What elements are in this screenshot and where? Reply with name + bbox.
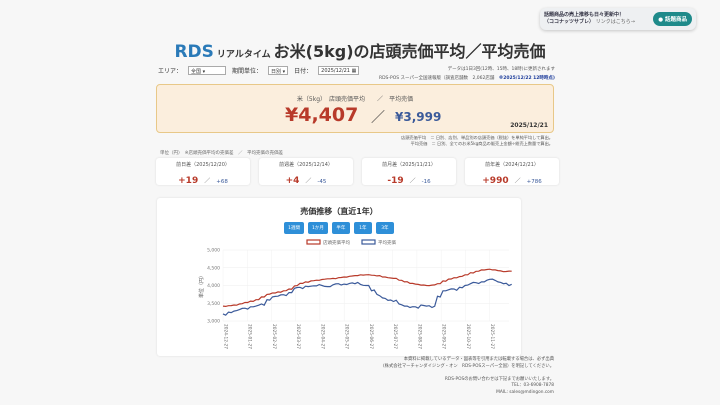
chart-title: 売価推移（直近1年） bbox=[300, 207, 378, 216]
x-tick-label: 2025-11-27 bbox=[489, 324, 495, 349]
range-1month-button[interactable]: 1か月 bbox=[308, 222, 328, 234]
trending-products-button[interactable]: ● 話題商品 bbox=[653, 12, 692, 26]
brand-logo: RDS bbox=[174, 42, 214, 62]
range-buttons: 1週間 1か月 半年 1年 3年 bbox=[157, 222, 521, 234]
x-tick-label: 2025-08-27 bbox=[416, 324, 422, 349]
range-half-year-button[interactable]: 半年 bbox=[331, 222, 350, 234]
price-chart-panel: 売価推移（直近1年） 1週間 1か月 半年 1年 3年 3,000 3,500 4,… bbox=[157, 198, 521, 356]
x-tick-label: 2025-03-27 bbox=[295, 324, 301, 349]
diff-cards: 前日差（2025/12/20） +19 ／ +68 前週差（2025/12/14） +4… bbox=[156, 158, 559, 186]
x-tick-label: 2025-09-27 bbox=[441, 324, 447, 349]
series-line-0 bbox=[222, 268, 512, 308]
promo-banner[interactable]: 話題商品の売上推移も日々更新中！ （ココナッツサブレ） リンクはこちら→ ● 話題… bbox=[540, 8, 696, 30]
y-axis-label: 単位（円） bbox=[198, 273, 205, 298]
legend-swatch bbox=[306, 239, 321, 245]
current-price-panel: 米（5kg） 店頭売価平均 ／ 平均売価 ¥4,407 ／ ¥3,999 202… bbox=[156, 84, 554, 133]
y-tick-label: 4,500 bbox=[207, 265, 220, 271]
x-tick-label: 2025-10-27 bbox=[465, 324, 471, 349]
y-tick-label: 3,000 bbox=[207, 319, 220, 325]
y-tick-label: 5,000 bbox=[207, 248, 220, 254]
x-tick-label: 2025-07-27 bbox=[392, 324, 398, 349]
series-line-1 bbox=[222, 278, 512, 316]
promo-text[interactable]: 話題商品の売上推移も日々更新中！ （ココナッツサブレ） リンクはこちら→ bbox=[544, 12, 635, 25]
filter-controls: エリア： 全国 ▾ 期間単位： 日別 ▾ 日付： 2025/12/21 ▦ bbox=[158, 66, 360, 75]
range-1week-button[interactable]: 1週間 bbox=[284, 222, 304, 234]
x-tick-label: 2025-01-27 bbox=[247, 324, 253, 349]
area-select[interactable]: 全国 ▾ bbox=[188, 66, 227, 75]
diff-card-year: 前年差（2024/12/21） +990 ／ +786 bbox=[465, 158, 559, 186]
y-tick-label: 3,500 bbox=[207, 301, 220, 307]
diff-card-month: 前月差（2025/11/21） -19 ／ -16 bbox=[362, 158, 456, 186]
price-date: 2025/12/21 bbox=[510, 122, 548, 129]
legend-label: 平均売価 bbox=[378, 239, 396, 246]
source-note: RDS-POS スーパー全国速報版（調査店舗数 2,062店舗 ※2025/12… bbox=[378, 76, 555, 81]
legend-swatch bbox=[361, 239, 376, 245]
definitions: 店頭売価平均 ＝ 日別、店別、単品別の店頭売価（税抜）を単純平均して算出。 平均売… bbox=[401, 135, 553, 146]
period-select[interactable]: 日別 ▾ bbox=[268, 66, 289, 75]
page-title: RDS リアルタイム お米(5kg)の店頭売価平均／平均売価 bbox=[174, 42, 546, 62]
range-3year-button[interactable]: 3年 bbox=[375, 222, 394, 234]
unit-note: 単位（円） ※店頭売価平均の売価差 ／ 平均売価の売価差 bbox=[160, 151, 284, 156]
store-avg-price: ¥4,407 bbox=[285, 104, 359, 126]
diff-card-day: 前日差（2025/12/20） +19 ／ +68 bbox=[156, 158, 250, 186]
x-tick-label: 2025-04-27 bbox=[319, 324, 325, 349]
x-tick-label: 2025-06-27 bbox=[368, 324, 374, 349]
diff-card-week: 前週差（2025/12/14） +4 ／ -45 bbox=[259, 158, 353, 186]
promo-link[interactable]: リンクはこちら→ bbox=[595, 19, 635, 25]
legend-label: 店頭売価平均 bbox=[323, 239, 350, 246]
x-tick-label: 2025-05-27 bbox=[344, 324, 350, 349]
x-tick-label: 2024-12-27 bbox=[223, 324, 229, 349]
footer: 本資料に掲載しているデータ・図表等を引用または転載する場合は、必ず出典 (株式会社… bbox=[383, 357, 554, 395]
update-note: データは1日3回(12時、15時、18時)に更新されます bbox=[447, 67, 555, 72]
line-chart: 3,000 3,500 4,000 4,500 5,000 単位（円） 2024-12-27… bbox=[198, 239, 512, 349]
avg-price: ¥3,999 bbox=[395, 110, 442, 124]
range-1year-button[interactable]: 1年 bbox=[353, 222, 372, 234]
date-input[interactable]: 2025/12/21 ▦ bbox=[318, 66, 360, 75]
y-tick-label: 4,000 bbox=[207, 283, 220, 289]
x-tick-label: 2025-02-27 bbox=[271, 324, 277, 349]
